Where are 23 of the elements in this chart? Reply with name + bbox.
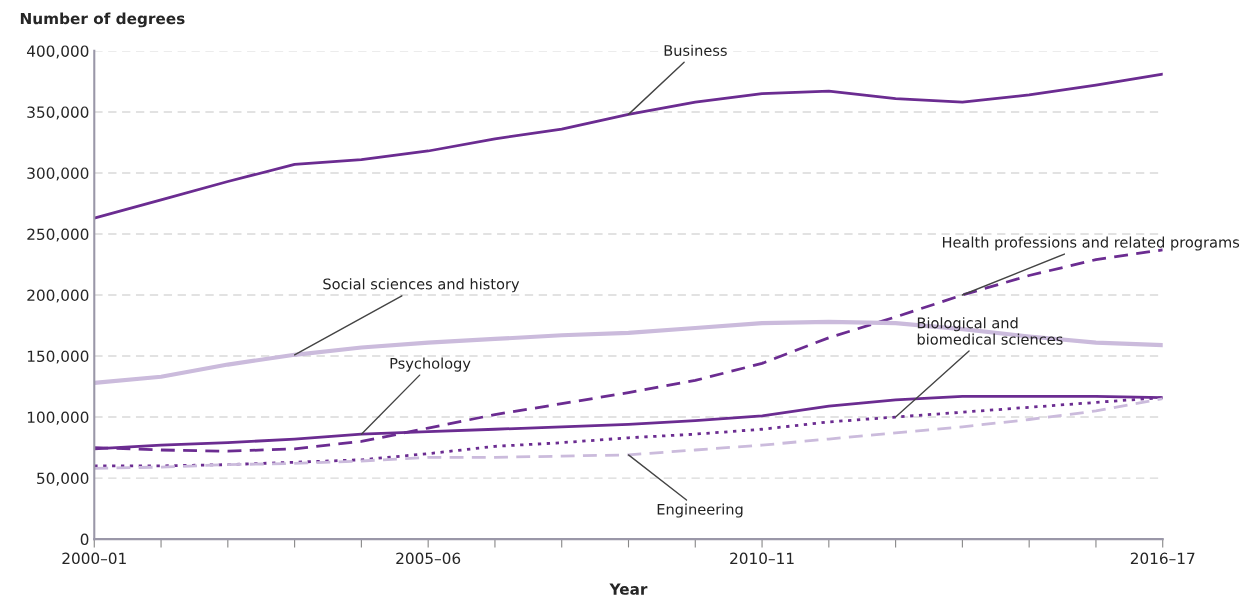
y-tick-label: 0	[80, 533, 89, 546]
series-label: Health professions and related programs	[942, 236, 1240, 251]
text: Engineering	[657, 503, 743, 518]
text: Social sciences and history	[323, 278, 520, 293]
x-tick-label: 2000–01	[62, 552, 126, 565]
x-axis-title: Year	[609, 583, 648, 595]
x-tick-label: 2010–11	[730, 552, 794, 565]
y-axis-title: Number of degrees	[20, 12, 185, 28]
y-tick-label: 350,000	[27, 106, 89, 120]
x-tick-label: 2016–17	[1130, 552, 1195, 565]
y-tick-label: 50,000	[37, 472, 89, 486]
y-tick-label: 100,000	[27, 411, 89, 425]
line-series	[94, 72, 1163, 220]
y-tick-label: 300,000	[27, 167, 89, 181]
y-tick-label: 400,000	[26, 45, 89, 59]
y-tick-label: 200,000	[27, 289, 89, 303]
text: Biological and biomedical sciences	[917, 317, 1063, 345]
x-tick-label: 2005–06	[396, 552, 461, 565]
y-tick-label: 150,000	[27, 350, 89, 364]
text: Psychology	[390, 357, 471, 372]
line-series	[94, 319, 1163, 385]
text: Business	[664, 44, 727, 56]
y-tick-label: 250,000	[27, 228, 89, 242]
